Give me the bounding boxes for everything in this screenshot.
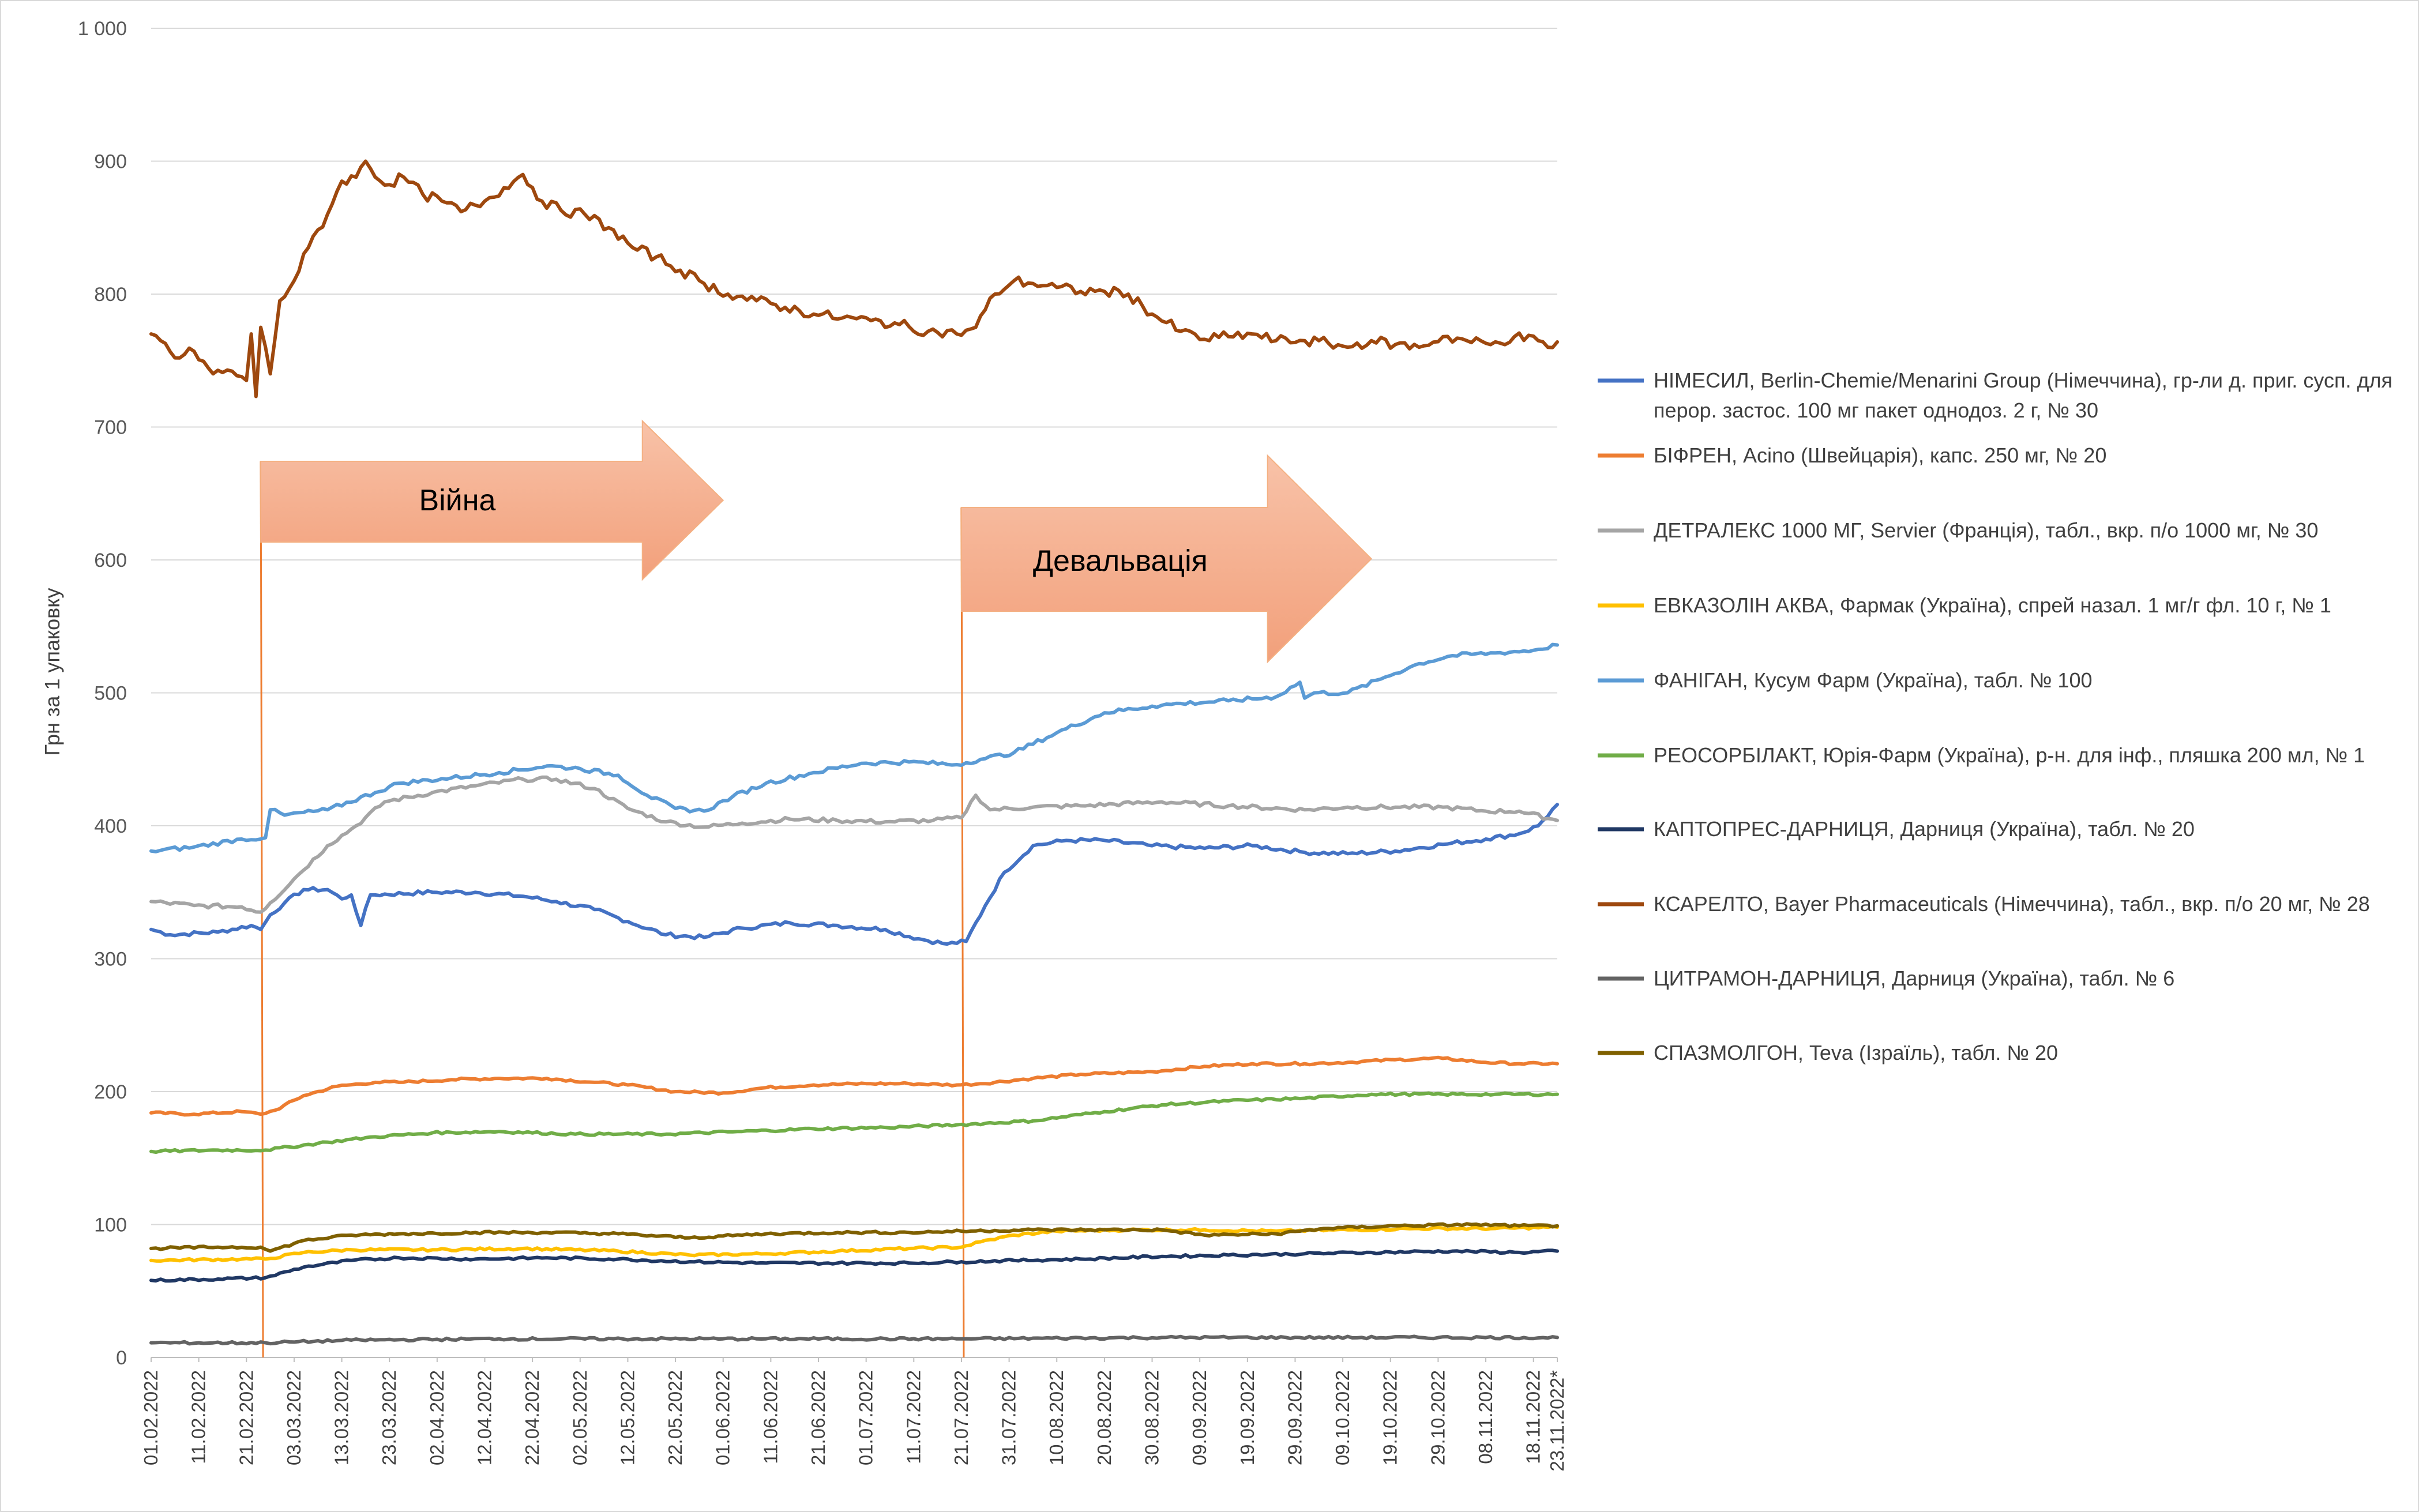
y-tick-label: 100 (94, 1214, 127, 1236)
x-tick-label: 09.09.2022 (1189, 1370, 1210, 1465)
y-tick-label: 900 (94, 151, 127, 173)
y-tick-label: 400 (94, 815, 127, 837)
x-tick-label: 21.02.2022 (235, 1370, 257, 1465)
event-line (960, 507, 965, 1358)
y-tick-label: 300 (94, 949, 127, 971)
legend-label: БІФРЕН, Acino (Швейцарія), капс. 250 мг,… (1654, 443, 2106, 467)
x-tick-label: 23.03.2022 (378, 1370, 400, 1465)
x-tick-label: 01.02.2022 (140, 1370, 161, 1465)
y-axis-title: Грн за 1 упаковку (40, 588, 64, 756)
annotations: Війна Девальвація (260, 419, 1373, 1358)
x-tick-label: 22.05.2022 (664, 1370, 686, 1465)
x-tick-label: 10.08.2022 (1046, 1370, 1067, 1465)
x-tick-label: 13.03.2022 (331, 1370, 352, 1465)
x-tick-label: 03.03.2022 (283, 1370, 305, 1465)
x-tick-label: 11.07.2022 (903, 1370, 924, 1464)
legend-label: ЦИТРАМОН-ДАРНИЦЯ, Дарниця (Україна), таб… (1654, 966, 2174, 990)
event-arrow (960, 454, 1373, 664)
x-tick-label: 19.09.2022 (1237, 1370, 1258, 1465)
plot-area (149, 159, 1559, 1346)
series-line (149, 1224, 1559, 1263)
legend-label: ДЕТРАЛЕКС 1000 МГ, Servier (Франція), та… (1654, 518, 2318, 542)
x-tick-label: 21.07.2022 (951, 1370, 972, 1465)
legend-label: НІМЕСИЛ, Berlin-Chemie/Menarini Group (Н… (1654, 368, 2392, 422)
x-tick-label: 29.09.2022 (1284, 1370, 1305, 1465)
x-tick-label: 20.08.2022 (1094, 1370, 1115, 1465)
y-tick-label: 200 (94, 1081, 127, 1103)
x-tick-label: 01.07.2022 (855, 1370, 877, 1465)
y-axis: 0 100 200 300 400 500 600 700 800 900 1 000 (78, 18, 127, 1369)
x-tick-label: 11.06.2022 (760, 1370, 781, 1464)
series-line (149, 1222, 1559, 1253)
x-tick-label: 12.04.2022 (474, 1370, 495, 1465)
x-tick-label: 31.07.2022 (998, 1370, 1020, 1465)
x-tick-label: 08.11.2022 (1475, 1370, 1496, 1464)
legend-label: КСАРЕЛТО, Bayer Pharmaceuticals (Німеччи… (1654, 892, 2370, 916)
legend-label: КАПТОПРЕС-ДАРНИЦЯ, Дарниця (Україна), та… (1654, 817, 2195, 841)
series-line (149, 1248, 1559, 1283)
series-line (149, 1334, 1559, 1346)
series-line (149, 775, 1559, 914)
legend-label: СПАЗМОЛГОН, Teva (Ізраїль), табл. № 20 (1654, 1041, 2058, 1065)
x-tick-label: 11.02.2022 (188, 1370, 209, 1464)
legend: НІМЕСИЛ, Berlin-Chemie/Menarini Group (Н… (1598, 368, 2392, 1065)
y-tick-label: 800 (94, 284, 127, 306)
x-tick-label: 30.08.2022 (1141, 1370, 1163, 1465)
legend-label: ФАНІГАН, Кусум Фарм (Україна), табл. № 1… (1654, 668, 2093, 692)
y-tick-label: 0 (116, 1347, 127, 1369)
series-line (149, 803, 1559, 946)
x-tick-label: 22.04.2022 (521, 1370, 543, 1465)
series-line (149, 1091, 1559, 1154)
series-line (149, 1055, 1559, 1117)
x-tick-label: 21.06.2022 (807, 1370, 829, 1465)
series-line (149, 642, 1559, 853)
x-tick-label: 02.04.2022 (426, 1370, 448, 1465)
event-label: Війна (419, 484, 495, 517)
x-tick-label: 29.10.2022 (1427, 1370, 1448, 1465)
event-label: Девальвація (1033, 544, 1208, 578)
x-tick-label: 09.10.2022 (1332, 1370, 1353, 1465)
x-tick-label: 02.05.2022 (569, 1370, 591, 1465)
x-tick-label: 23.11.2022* (1546, 1370, 1568, 1472)
y-tick-label: 600 (94, 550, 127, 571)
x-axis: 01.02.2022 11.02.2022 21.02.2022 03.03.2022… (140, 1357, 1568, 1472)
x-tick-label: 19.10.2022 (1380, 1370, 1401, 1465)
x-tick-label: 12.05.2022 (617, 1370, 638, 1465)
legend-label: РЕОСОРБІЛАКТ, Юрія-Фарм (Україна), р-н. … (1654, 743, 2365, 767)
y-tick-label: 700 (94, 417, 127, 439)
y-tick-label: 1 000 (78, 18, 127, 40)
legend-label: ЕВКАЗОЛІН АКВА, Фармак (Україна), спрей … (1654, 593, 2331, 617)
series-line (149, 159, 1559, 398)
x-tick-label: 18.11.2022 (1523, 1370, 1544, 1464)
event-arrow (260, 419, 724, 581)
y-tick-label: 500 (94, 683, 127, 705)
x-tick-label: 01.06.2022 (712, 1370, 734, 1465)
